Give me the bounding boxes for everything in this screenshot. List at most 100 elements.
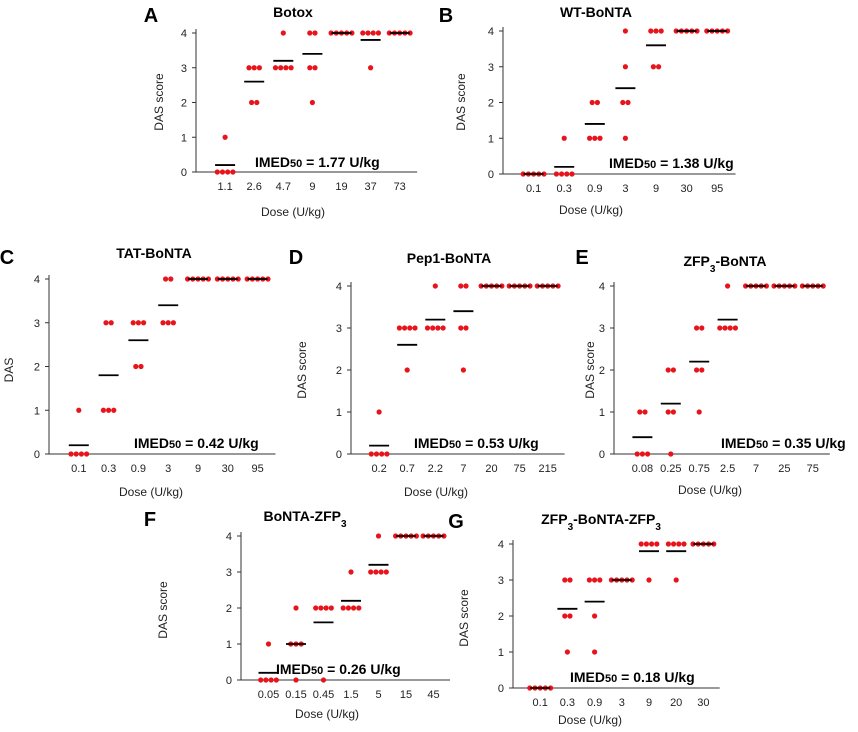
data-point bbox=[792, 283, 798, 289]
data-point bbox=[694, 325, 700, 331]
x-tick-label: 3 bbox=[619, 697, 625, 709]
data-point bbox=[639, 451, 646, 457]
x-tick-label: 9 bbox=[653, 183, 659, 195]
y-axis-label: DAS score bbox=[152, 73, 166, 131]
data-point bbox=[100, 407, 106, 413]
data-point bbox=[527, 283, 533, 289]
data-point bbox=[68, 451, 74, 457]
panel-letter: A bbox=[144, 5, 158, 27]
data-point bbox=[313, 605, 319, 611]
chart-title: Pep1-BoNTA bbox=[407, 250, 492, 266]
x-axis-label: Dose (U/kg) bbox=[261, 205, 325, 219]
data-point bbox=[592, 135, 598, 141]
data-point bbox=[727, 325, 733, 331]
x-tick-label: 1.5 bbox=[343, 689, 358, 701]
x-tick-label: 2.5 bbox=[720, 463, 735, 475]
data-point bbox=[103, 320, 109, 326]
x-tick-label: 0.9 bbox=[587, 697, 602, 709]
data-point bbox=[130, 320, 136, 326]
data-point bbox=[84, 451, 90, 457]
data-point bbox=[348, 569, 354, 575]
y-tick-label: 3 bbox=[181, 63, 187, 75]
data-point bbox=[645, 451, 651, 457]
data-point bbox=[622, 135, 629, 141]
data-point bbox=[244, 276, 250, 282]
data-point bbox=[743, 283, 749, 289]
data-point bbox=[722, 325, 728, 331]
data-point bbox=[463, 325, 469, 331]
data-point bbox=[407, 30, 413, 36]
panel-E: E ZFP3-BoNTA 0 1 2 3 4 0.08 0.25 0.75 2.5 7 25 75 Dose… bbox=[575, 247, 845, 497]
data-point bbox=[141, 320, 147, 326]
y-tick-label: 3 bbox=[226, 567, 232, 579]
data-point bbox=[76, 407, 82, 413]
panel-D: D Pep1-BoNTA 0 1 2 3 4 0.2 0.7 2.2 7 20 75 215 Dose (U… bbox=[289, 247, 565, 499]
x-tick-label: 95 bbox=[711, 183, 723, 195]
y-tick-label: 2 bbox=[488, 98, 494, 110]
data-point bbox=[351, 605, 357, 611]
data-point bbox=[312, 30, 318, 36]
y-tick-label: 4 bbox=[599, 281, 605, 293]
data-point bbox=[559, 171, 565, 177]
data-point bbox=[222, 134, 228, 140]
data-point bbox=[592, 577, 598, 583]
data-point bbox=[673, 28, 679, 34]
y-tick-label: 0 bbox=[599, 449, 605, 461]
data-point bbox=[622, 28, 629, 34]
data-point bbox=[670, 409, 677, 415]
data-point bbox=[111, 407, 117, 413]
data-point bbox=[654, 541, 660, 547]
chart-title: ZFP3-BoNTA bbox=[683, 253, 766, 275]
data-point bbox=[185, 276, 191, 282]
y-tick-label: 1 bbox=[336, 407, 342, 419]
data-point bbox=[309, 99, 315, 106]
data-point bbox=[246, 65, 252, 71]
data-point bbox=[383, 569, 389, 575]
data-point bbox=[138, 363, 144, 370]
data-point bbox=[665, 541, 672, 547]
data-point bbox=[205, 276, 211, 282]
data-point bbox=[441, 533, 447, 539]
data-point bbox=[820, 283, 826, 289]
data-point bbox=[170, 320, 176, 326]
y-tick-label: 4 bbox=[181, 28, 187, 40]
imed-annotation: IMED50 = 0.26 U/kg bbox=[276, 661, 401, 677]
y-tick-label: 0 bbox=[498, 683, 504, 695]
x-tick-label: 7 bbox=[753, 463, 759, 475]
y-tick-label: 1 bbox=[498, 647, 504, 659]
y-axis-label: DAS score bbox=[295, 341, 309, 399]
y-axis-label: DAS score bbox=[156, 581, 170, 639]
y-tick-label: 1 bbox=[488, 133, 494, 145]
panel-letter: E bbox=[575, 247, 588, 269]
data-point bbox=[658, 28, 664, 34]
data-point bbox=[587, 135, 593, 141]
data-point bbox=[432, 283, 438, 289]
data-point bbox=[690, 541, 696, 547]
data-point bbox=[328, 605, 334, 611]
chart-title: TAT-BoNTA bbox=[116, 245, 191, 261]
data-point bbox=[681, 541, 687, 547]
x-tick-label: 0.05 bbox=[258, 689, 279, 701]
data-point bbox=[293, 605, 299, 611]
data-point bbox=[608, 577, 615, 583]
data-point bbox=[620, 99, 626, 106]
x-tick-label: 20 bbox=[670, 697, 682, 709]
data-point bbox=[699, 367, 705, 373]
y-tick-label: 4 bbox=[336, 281, 342, 293]
data-point bbox=[256, 65, 262, 71]
x-tick-label: 0.1 bbox=[533, 697, 548, 709]
data-point bbox=[625, 99, 631, 106]
data-point bbox=[656, 64, 662, 70]
chart-title: ZFP3-BoNTA-ZFP3 bbox=[541, 511, 661, 533]
panel-letter: B bbox=[439, 5, 453, 27]
data-point bbox=[569, 171, 575, 177]
data-point bbox=[263, 677, 269, 683]
x-axis-label: Dose (U/kg) bbox=[404, 485, 468, 499]
data-point bbox=[230, 169, 236, 175]
data-point bbox=[643, 541, 650, 547]
data-point bbox=[160, 320, 166, 326]
x-tick-label: 215 bbox=[539, 463, 557, 475]
x-tick-label: 0.45 bbox=[313, 689, 334, 701]
data-point bbox=[520, 171, 526, 177]
